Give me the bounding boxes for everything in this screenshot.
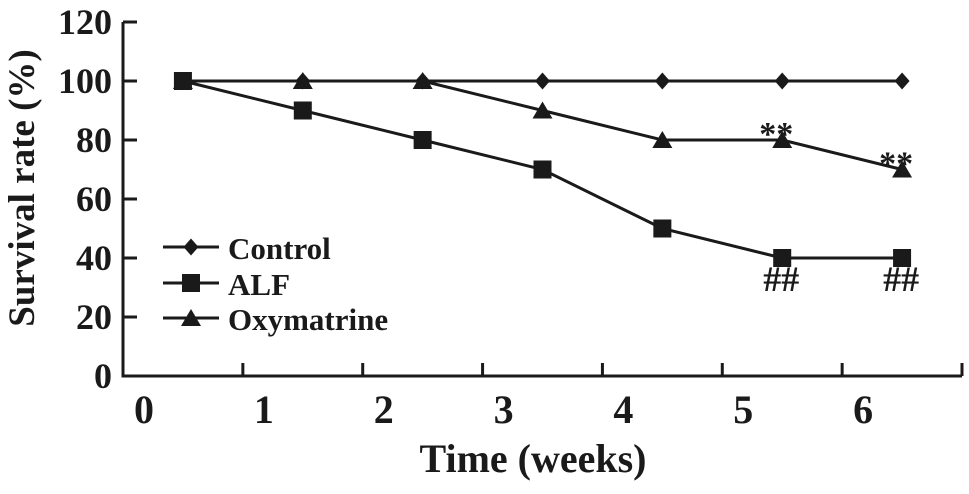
data-point-marker-oxymatrine-triangle: [292, 72, 313, 89]
data-point-marker-alf-square: [293, 101, 312, 120]
data-point-marker-oxymatrine-triangle: [532, 101, 553, 119]
x-axis-title: Time (weeks): [420, 436, 647, 481]
data-point-marker-control-diamond: [654, 72, 670, 90]
y-tick-label: 40: [76, 238, 112, 278]
data-point-marker-control-diamond: [774, 72, 790, 90]
legend-label: ALF: [228, 267, 290, 302]
legend-label: Control: [228, 231, 331, 266]
legend-marker-triangle-icon: [181, 309, 201, 326]
y-tick-label: 0: [94, 356, 112, 396]
x-tick-label: 0: [134, 387, 154, 432]
data-point-marker-alf-square: [893, 249, 912, 267]
annotation-significance: **: [759, 116, 793, 153]
x-tick-label: 5: [733, 387, 753, 432]
data-point-marker-alf-square: [773, 249, 792, 267]
y-tick-label: 60: [76, 179, 112, 219]
legend-marker-square-icon: [182, 274, 200, 292]
data-point-marker-oxymatrine-triangle: [412, 72, 433, 89]
data-point-marker-control-diamond: [894, 72, 910, 90]
data-point-marker-alf-square: [413, 131, 432, 149]
x-tick-label: 6: [853, 387, 873, 432]
data-point-marker-oxymatrine-triangle: [892, 160, 913, 178]
y-tick-label: 20: [76, 297, 112, 337]
legend-item-alf: ALF: [163, 267, 290, 302]
x-tick-label: 2: [374, 387, 394, 432]
annotation-significance: **: [879, 146, 913, 183]
y-tick-label: 120: [58, 2, 112, 42]
data-point-marker-alf-square: [653, 219, 672, 238]
annotation-significance: ##: [883, 259, 919, 299]
y-axis-title: Survival rate (%): [2, 49, 43, 326]
y-tick-label: 80: [76, 120, 112, 160]
data-point-marker-control-diamond: [535, 72, 550, 90]
legend-label: Oxymatrine: [228, 302, 388, 337]
legend-item-control: Control: [163, 231, 331, 266]
legend-marker-diamond-icon: [183, 238, 199, 256]
data-point-marker-oxymatrine-triangle: [772, 131, 793, 148]
data-point-marker-oxymatrine-triangle: [652, 131, 673, 148]
legend-item-oxymatrine: Oxymatrine: [163, 302, 388, 337]
x-tick-label: 4: [613, 387, 633, 432]
x-tick-label: 3: [494, 387, 514, 432]
annotation-significance: ##: [763, 259, 799, 299]
x-tick-label: 1: [254, 387, 274, 432]
data-point-marker-alf-square: [173, 72, 192, 90]
data-point-marker-alf-square: [533, 160, 552, 179]
y-tick-label: 100: [58, 61, 112, 101]
